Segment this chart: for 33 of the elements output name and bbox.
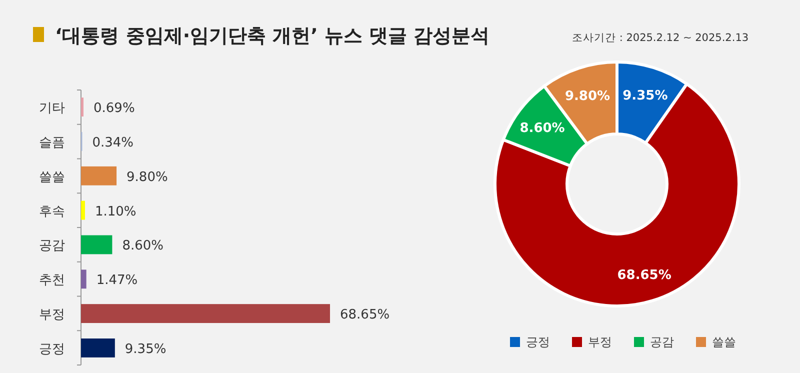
data-label: 8.60% [520, 120, 565, 136]
data-label: 68.65% [340, 308, 390, 323]
data-label: 9.35% [622, 88, 668, 104]
bar [81, 270, 86, 289]
data-label: 0.34% [92, 135, 134, 150]
y-tick-label: 후속 [39, 204, 65, 220]
y-tick-label: 부정 [39, 308, 65, 323]
data-label: 1.47% [96, 273, 138, 288]
y-tick-label: 쓸쓸 [39, 170, 65, 185]
y-tick-label: 기타 [39, 101, 65, 116]
data-label: 8.60% [122, 238, 164, 254]
legend-label: 공감 [650, 335, 674, 349]
bar [81, 338, 115, 358]
bar [81, 304, 330, 324]
data-label: 9.80% [126, 170, 168, 185]
y-tick-label: 슬픔 [39, 135, 65, 150]
legend-label: 부정 [588, 335, 612, 349]
y-tick-label: 공감 [39, 238, 65, 254]
data-label: 9.80% [564, 88, 610, 104]
bar [81, 200, 85, 220]
y-tick-label: 긍정 [39, 342, 65, 357]
data-label: 1.10% [94, 204, 136, 220]
bar [81, 166, 117, 186]
bar [81, 98, 84, 116]
data-label: 0.69% [94, 101, 135, 116]
bar [81, 235, 112, 254]
chart-subtitle: 조사기간 : 2025.2.12 ~ 2025.2.13 [572, 32, 749, 44]
legend-label: 쓸쓸 [712, 335, 736, 349]
data-label: 9.35% [124, 342, 166, 357]
legend-label: 긍정 [526, 335, 550, 349]
data-label: 68.65% [617, 268, 672, 283]
y-tick-label: 추천 [39, 273, 65, 288]
chart-title: ‘대통령 중임제·임기단축 개헌’ 뉴스 댓글 감성분석 [55, 25, 490, 47]
